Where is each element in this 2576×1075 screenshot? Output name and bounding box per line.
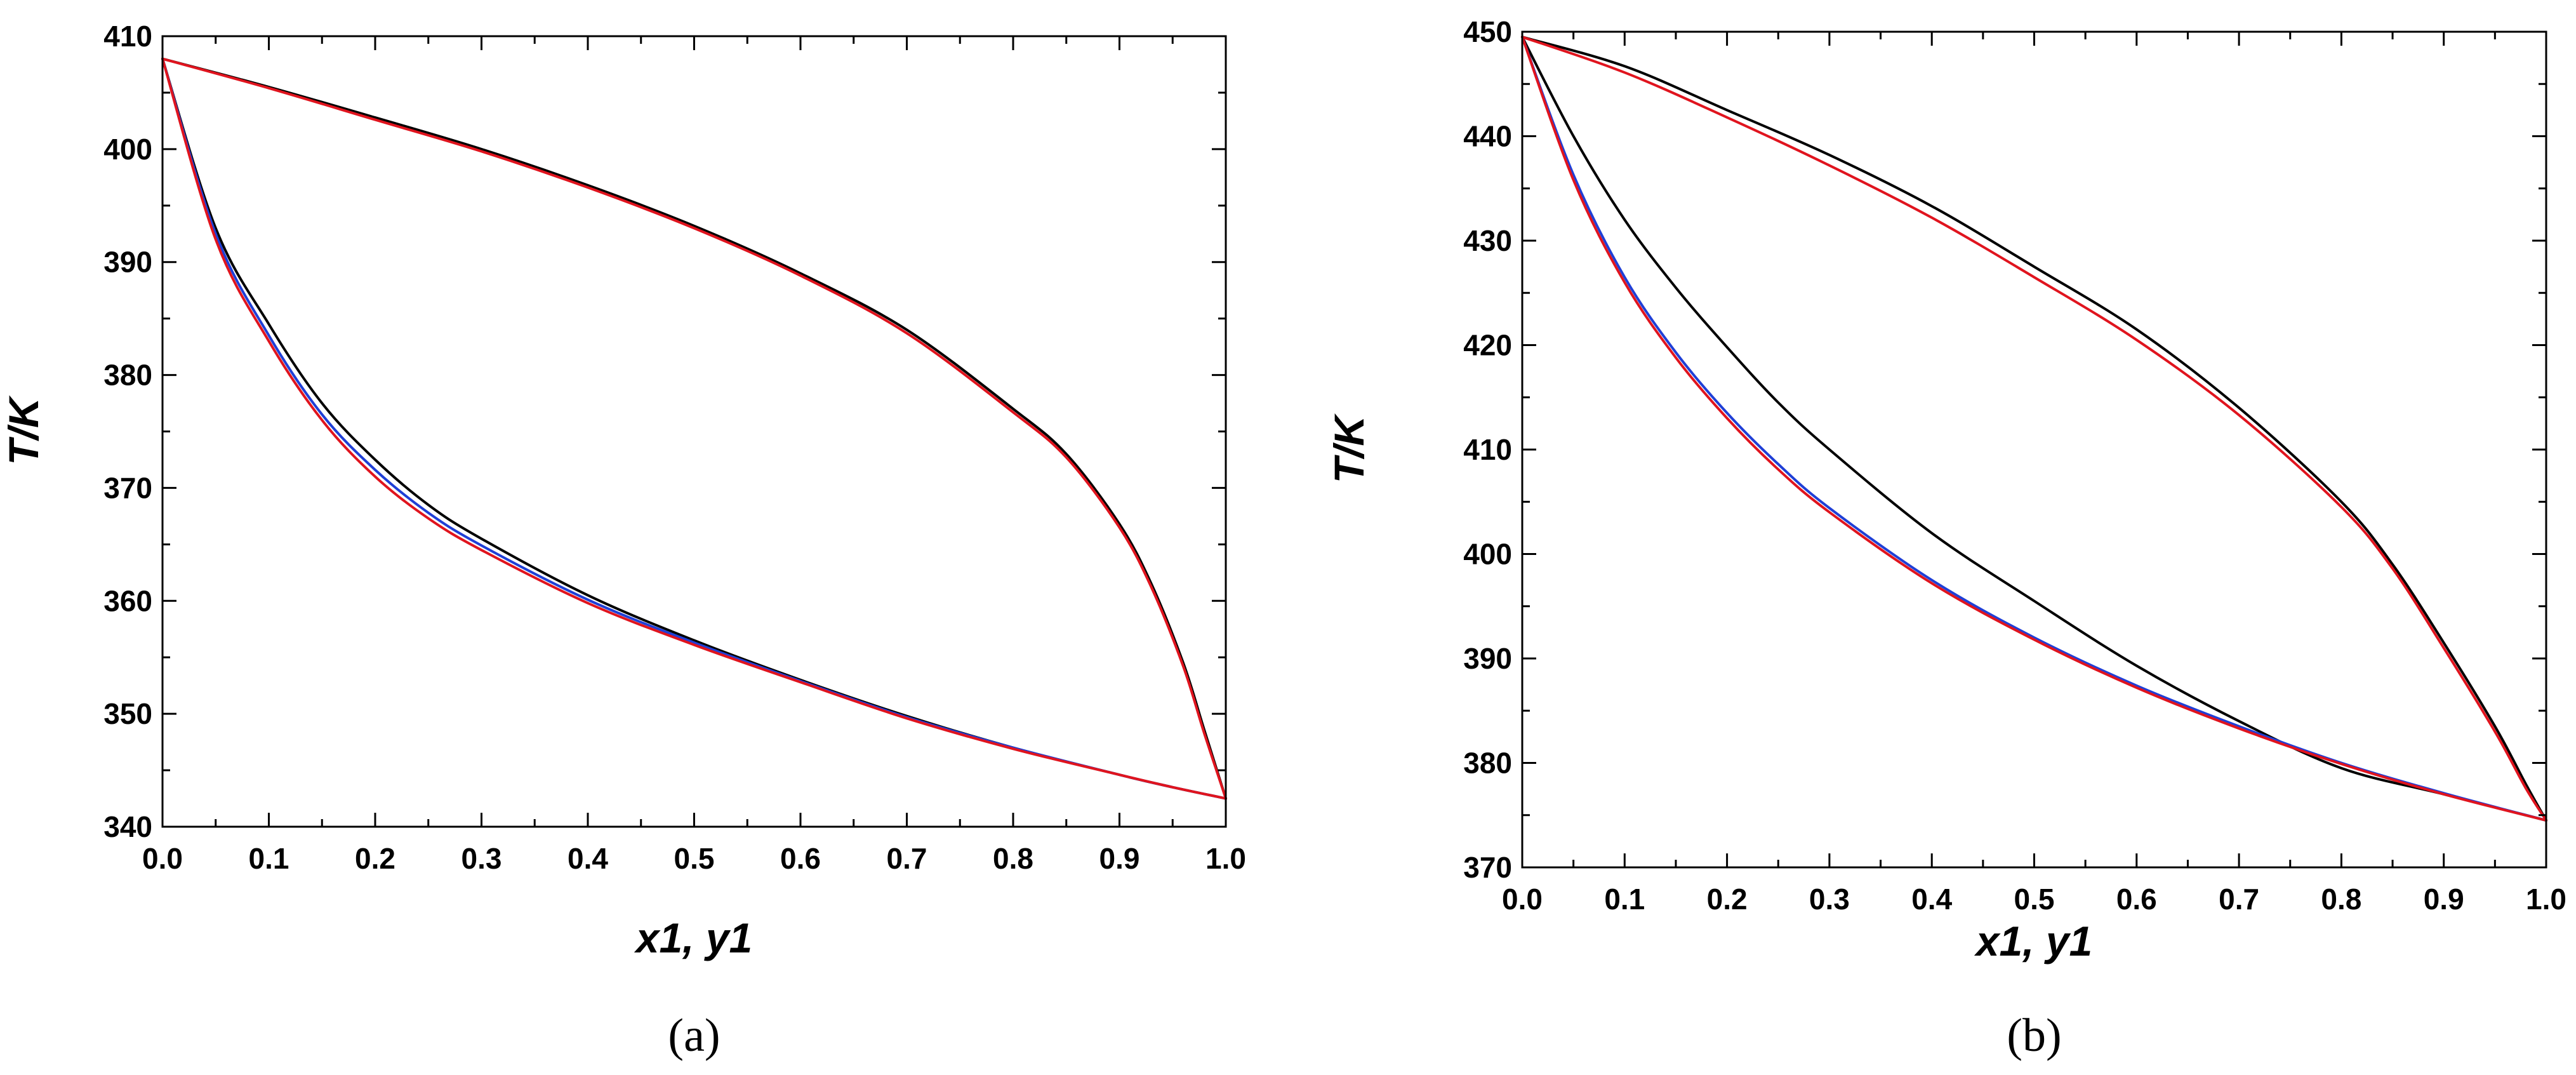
x-tick-label: 0.1 (1604, 883, 1645, 916)
plot-frame (161, 35, 1227, 828)
chart-panel-b: 0.0 0.1 0.2 0.3 0.4 0.5 0.6 0.7 0.8 0.9 1.0 370 380 3… (1325, 15, 2566, 1062)
y-tick-label: 440 (1463, 120, 1512, 153)
x-tick-label: 0.4 (1911, 883, 1952, 916)
series-line-4 (161, 57, 1227, 800)
x-axis-title: x1, y1 (1974, 918, 2093, 965)
x-tick-label: 0.9 (1099, 842, 1140, 875)
series-line-3 (161, 57, 1227, 800)
series-line-1 (1521, 36, 2547, 822)
y-tick-label: 400 (1463, 538, 1512, 571)
x-tick-label: 0.4 (568, 842, 608, 875)
x-tick-label: 0.3 (461, 842, 502, 875)
x-tick-label: 0.9 (2424, 883, 2464, 916)
y-tick-label: 340 (103, 810, 152, 843)
x-tick-label: 0.0 (1502, 883, 1543, 916)
x-tick-label: 0.2 (1707, 883, 1748, 916)
y-axis-title: T/K (0, 395, 47, 465)
x-tick-label: 0.6 (2116, 883, 2157, 916)
series-line-4 (1521, 36, 2547, 822)
y-tick-label: 360 (103, 584, 152, 617)
chart-panel-a: 0.0 0.1 0.2 0.3 0.4 0.5 0.6 0.7 0.8 0.9 1.0 340 350 3… (0, 20, 1246, 1062)
panel-label: (b) (2007, 1010, 2061, 1062)
series-line-5 (161, 57, 1227, 800)
tick-group: 0.0 0.1 0.2 0.3 0.4 0.5 0.6 0.7 0.8 0.9 1.0 340 350 3… (103, 20, 1246, 875)
y-tick-label: 380 (1463, 747, 1512, 780)
x-tick-label: 0.0 (142, 842, 183, 875)
x-tick-label: 0.1 (249, 842, 289, 875)
plot-frame (1521, 30, 2547, 869)
x-tick-label: 0.5 (674, 842, 715, 875)
series-line-1 (161, 57, 1227, 800)
x-tick-label: 0.8 (2321, 883, 2361, 916)
y-tick-label: 370 (103, 471, 152, 504)
y-tick-label: 400 (103, 133, 152, 166)
series-line-2 (1521, 36, 2547, 822)
y-tick-label: 420 (1463, 329, 1512, 362)
x-tick-label: 0.3 (1809, 883, 1850, 916)
y-tick-label: 430 (1463, 224, 1512, 257)
panel-label: (a) (668, 1010, 720, 1062)
y-tick-label: 410 (1463, 433, 1512, 466)
x-tick-label: 0.6 (780, 842, 821, 875)
x-tick-label: 0.7 (2219, 883, 2259, 916)
y-tick-label: 350 (103, 697, 152, 730)
y-axis-title: T/K (1325, 413, 1372, 484)
y-tick-label: 380 (103, 359, 152, 392)
x-tick-label: 0.2 (355, 842, 395, 875)
y-tick-label: 390 (1463, 642, 1512, 675)
y-tick-label: 390 (103, 246, 152, 279)
y-tick-label: 450 (1463, 15, 1512, 48)
series-line-3 (1521, 36, 2547, 822)
tick-group: 0.0 0.1 0.2 0.3 0.4 0.5 0.6 0.7 0.8 0.9 1.0 370 380 3… (1463, 15, 2566, 916)
y-tick-label: 370 (1463, 851, 1512, 884)
x-tick-label: 1.0 (1205, 842, 1246, 875)
x-tick-label: 0.8 (993, 842, 1033, 875)
x-axis-title: x1, y1 (634, 914, 753, 961)
series-line-2 (161, 57, 1227, 800)
series-group (161, 57, 1227, 800)
y-tick-label: 410 (103, 20, 152, 53)
series-group (1521, 36, 2547, 822)
x-tick-label: 1.0 (2526, 883, 2566, 916)
series-line-5 (1521, 36, 2547, 822)
x-tick-label: 0.5 (2014, 883, 2055, 916)
x-tick-label: 0.7 (887, 842, 927, 875)
